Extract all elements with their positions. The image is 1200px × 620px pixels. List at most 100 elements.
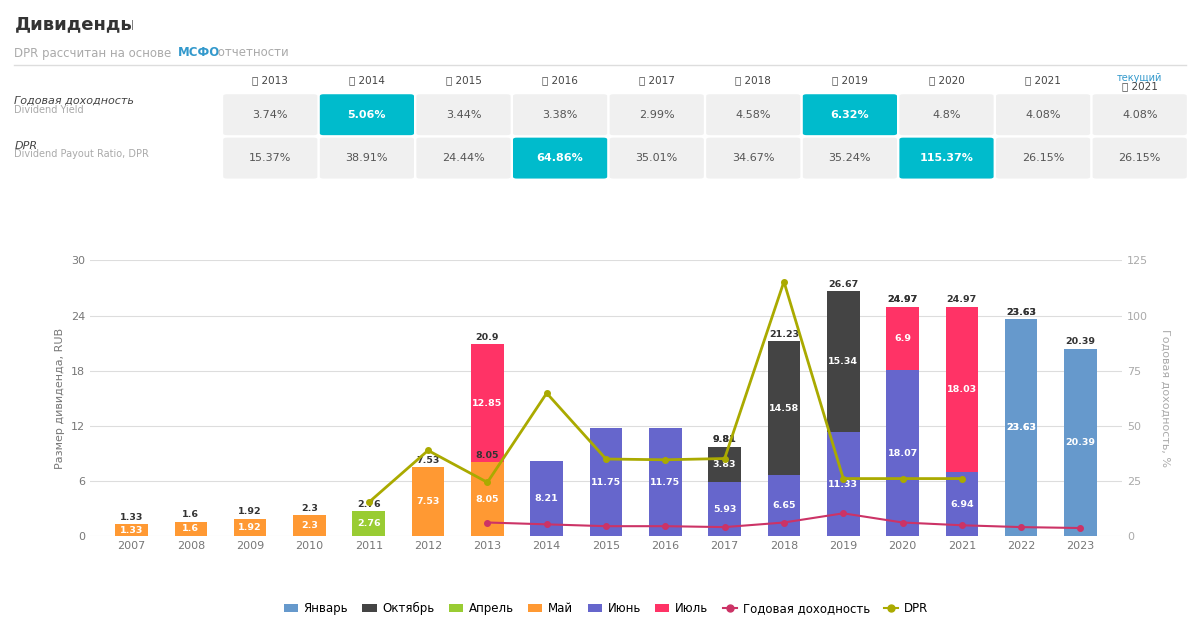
Text: 1.33: 1.33	[120, 526, 143, 534]
Text: DPR рассчитан на основе: DPR рассчитан на основе	[14, 46, 175, 60]
Text: 21.23: 21.23	[769, 330, 799, 339]
Text: 2.3: 2.3	[301, 521, 318, 530]
Text: DPR: DPR	[14, 141, 37, 151]
Text: 11.33: 11.33	[828, 480, 858, 489]
Bar	[649, 428, 682, 536]
Bar	[472, 463, 504, 536]
Text: МСФО: МСФО	[178, 46, 220, 60]
Text: 24.97: 24.97	[888, 295, 918, 304]
Text: 2.99%: 2.99%	[638, 110, 674, 120]
Bar	[827, 291, 859, 432]
Text: 1.6: 1.6	[182, 510, 199, 520]
Bar	[234, 519, 266, 536]
Text: 14.58: 14.58	[769, 404, 799, 412]
Text: 🔴 2020: 🔴 2020	[929, 76, 965, 86]
Text: 18.07: 18.07	[888, 449, 918, 458]
Bar	[946, 307, 978, 472]
Text: 🔴 2018: 🔴 2018	[736, 76, 772, 86]
Text: 8.21: 8.21	[535, 494, 558, 503]
Text: 20.39: 20.39	[1066, 337, 1096, 347]
Bar	[530, 461, 563, 536]
Bar	[1004, 319, 1038, 536]
Bar	[115, 524, 148, 536]
Text: 1.6: 1.6	[182, 525, 199, 533]
Text: 12.85: 12.85	[473, 399, 503, 408]
Text: 64.86%: 64.86%	[536, 153, 583, 163]
Text: 5.93: 5.93	[713, 505, 737, 513]
Text: 2.76: 2.76	[356, 519, 380, 528]
Text: 🔴 2021: 🔴 2021	[1025, 76, 1061, 86]
Bar	[827, 432, 859, 536]
Text: 18.03: 18.03	[947, 385, 977, 394]
Bar	[293, 515, 325, 536]
Text: 26.15%: 26.15%	[1118, 153, 1160, 163]
Text: 9.81: 9.81	[713, 435, 737, 444]
Text: 6.94: 6.94	[950, 500, 973, 509]
Text: 🔴 2013: 🔴 2013	[252, 76, 288, 86]
Text: 9.81: 9.81	[713, 435, 737, 444]
Bar	[768, 475, 800, 536]
Text: 4.8%: 4.8%	[932, 110, 961, 120]
Text: 23.63: 23.63	[1006, 423, 1036, 432]
Bar	[1004, 319, 1038, 536]
Bar	[589, 428, 623, 536]
Y-axis label: Размер дивиденда, RUB: Размер дивиденда, RUB	[55, 328, 65, 469]
Text: Dividend Payout Ratio, DPR: Dividend Payout Ratio, DPR	[14, 149, 149, 159]
Text: 7.53: 7.53	[416, 497, 439, 506]
Text: 🔴 2015: 🔴 2015	[445, 76, 481, 86]
Text: 🔴 2016: 🔴 2016	[542, 76, 578, 86]
Text: 4.58%: 4.58%	[736, 110, 772, 120]
Text: Годовая доходность: Годовая доходность	[14, 96, 134, 106]
Text: 11.75: 11.75	[590, 478, 622, 487]
Text: 20.39: 20.39	[1066, 438, 1096, 447]
Text: 7.53: 7.53	[416, 456, 439, 465]
Text: 24.44%: 24.44%	[442, 153, 485, 163]
Text: 6.32%: 6.32%	[830, 110, 869, 120]
Text: 5.06%: 5.06%	[348, 110, 386, 120]
Text: Dividend Yield: Dividend Yield	[14, 105, 84, 115]
Text: 🔴 2017: 🔴 2017	[638, 76, 674, 86]
Text: Роснефть: Роснефть	[131, 16, 232, 33]
Text: 26.67: 26.67	[828, 280, 858, 289]
Text: 8.05: 8.05	[475, 495, 499, 504]
Text: 2.76: 2.76	[356, 500, 380, 508]
Text: 3.74%: 3.74%	[252, 110, 288, 120]
Text: 15.34: 15.34	[828, 357, 858, 366]
Bar	[174, 521, 208, 536]
Text: 1.92: 1.92	[239, 523, 262, 532]
Text: 🔴 2014: 🔴 2014	[349, 76, 385, 86]
Bar	[887, 307, 919, 370]
Bar	[768, 341, 800, 475]
Text: 3.44%: 3.44%	[445, 110, 481, 120]
Bar	[353, 511, 385, 536]
Text: 35.01%: 35.01%	[636, 153, 678, 163]
Bar	[946, 472, 978, 536]
Legend: Январь, Октябрь, Апрель, Май, Июнь, Июль, Годовая доходность, DPR: Январь, Октябрь, Апрель, Май, Июнь, Июль…	[278, 598, 934, 620]
Text: 23.63: 23.63	[1006, 308, 1036, 317]
Text: 🔴 2021: 🔴 2021	[1122, 81, 1158, 91]
Text: 1.92: 1.92	[239, 507, 262, 516]
Text: 20.9: 20.9	[475, 333, 499, 342]
Text: 3.38%: 3.38%	[542, 110, 577, 120]
Text: 34.67%: 34.67%	[732, 153, 774, 163]
Text: 4.08%: 4.08%	[1122, 110, 1158, 120]
Text: 115.37%: 115.37%	[919, 153, 973, 163]
Text: 15.37%: 15.37%	[250, 153, 292, 163]
Text: 23.63: 23.63	[1006, 423, 1036, 432]
Y-axis label: Годовая доходность, %: Годовая доходность, %	[1160, 329, 1170, 467]
Text: 6.9: 6.9	[894, 334, 911, 343]
Text: 6.65: 6.65	[772, 501, 796, 510]
Text: 8.05: 8.05	[475, 451, 499, 460]
Text: 2.3: 2.3	[301, 504, 318, 513]
Text: 24.97: 24.97	[947, 295, 977, 304]
Text: 11.75: 11.75	[650, 478, 680, 487]
Text: 🔴 2019: 🔴 2019	[832, 76, 868, 86]
Text: 26.15%: 26.15%	[1022, 153, 1064, 163]
Text: 3.83: 3.83	[713, 459, 737, 469]
Bar	[1064, 349, 1097, 536]
Bar	[412, 467, 444, 536]
Text: текущий: текущий	[1117, 73, 1163, 83]
Bar	[472, 344, 504, 463]
Text: 35.24%: 35.24%	[829, 153, 871, 163]
Text: 38.91%: 38.91%	[346, 153, 388, 163]
